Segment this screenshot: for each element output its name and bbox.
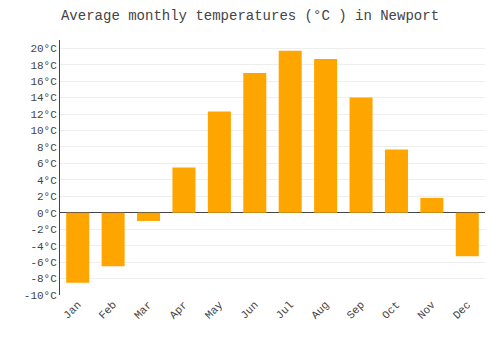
svg-text:16°C: 16°C bbox=[30, 76, 57, 88]
svg-text:10°C: 10°C bbox=[30, 125, 57, 137]
svg-text:-2°C: -2°C bbox=[30, 224, 57, 236]
svg-text:Average monthly temperatures (: Average monthly temperatures (°C ) in Ne… bbox=[61, 8, 439, 24]
svg-text:0°C: 0°C bbox=[37, 208, 57, 220]
svg-text:Jan: Jan bbox=[61, 299, 83, 321]
svg-text:4°C: 4°C bbox=[37, 175, 57, 187]
svg-text:Jun: Jun bbox=[238, 299, 260, 321]
svg-text:6°C: 6°C bbox=[37, 158, 57, 170]
svg-text:Sep: Sep bbox=[345, 299, 367, 321]
svg-text:-10°C: -10°C bbox=[24, 290, 57, 302]
svg-text:2°C: 2°C bbox=[37, 191, 57, 203]
svg-text:18°C: 18°C bbox=[30, 60, 57, 72]
svg-text:Oct: Oct bbox=[380, 299, 402, 321]
svg-text:14°C: 14°C bbox=[30, 92, 57, 104]
svg-text:8°C: 8°C bbox=[37, 142, 57, 154]
svg-text:Mar: Mar bbox=[132, 299, 154, 321]
svg-text:-4°C: -4°C bbox=[30, 241, 57, 253]
svg-text:Dec: Dec bbox=[451, 299, 473, 321]
svg-text:-6°C: -6°C bbox=[30, 257, 57, 269]
svg-text:Feb: Feb bbox=[97, 299, 119, 321]
svg-text:May: May bbox=[203, 299, 226, 322]
svg-text:-8°C: -8°C bbox=[30, 273, 57, 285]
svg-text:Jul: Jul bbox=[274, 299, 296, 321]
svg-text:12°C: 12°C bbox=[30, 109, 57, 121]
svg-text:Apr: Apr bbox=[167, 299, 189, 321]
svg-text:20°C: 20°C bbox=[30, 43, 57, 55]
svg-text:Aug: Aug bbox=[309, 299, 331, 321]
svg-text:Nov: Nov bbox=[415, 299, 438, 322]
